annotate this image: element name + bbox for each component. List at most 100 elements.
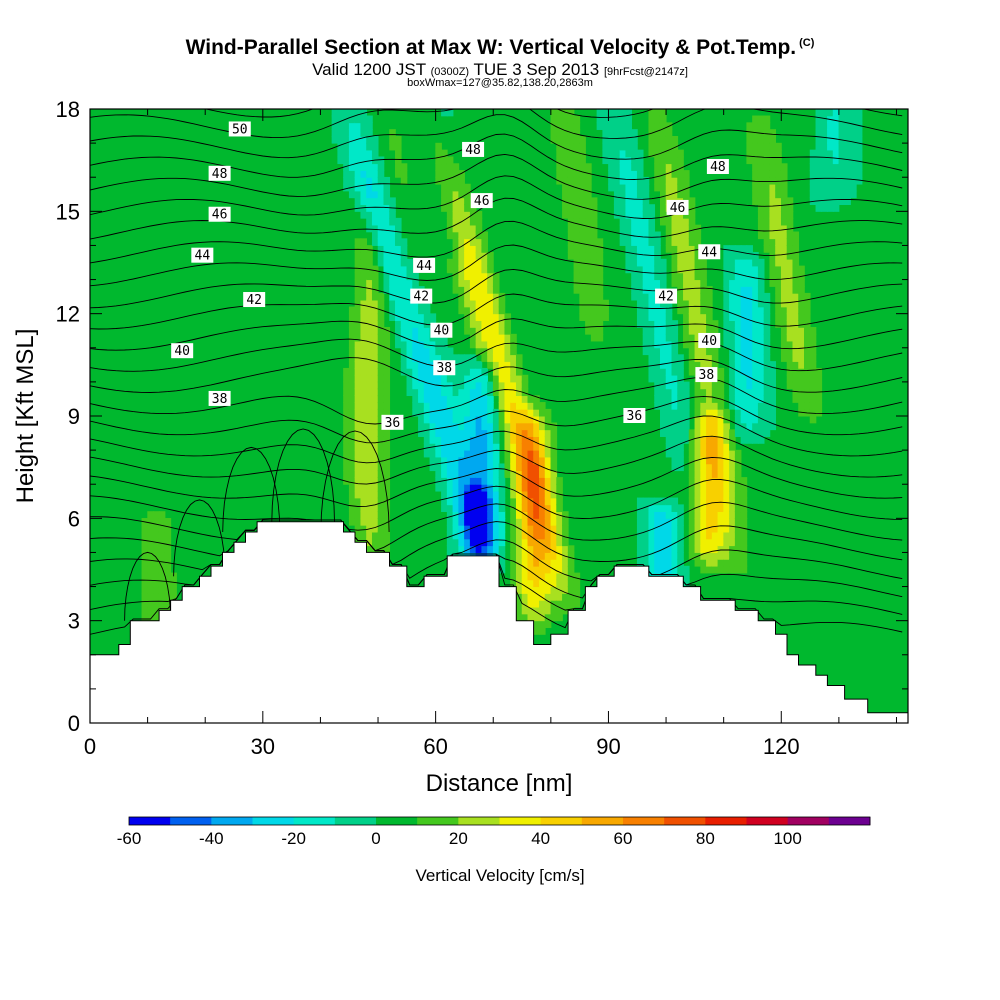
velocity-cell [596,251,604,260]
velocity-cell [729,565,736,574]
velocity-cell [147,511,154,519]
velocity-cell [435,176,442,185]
velocity-cell [706,402,713,410]
velocity-cell [521,613,529,622]
velocity-cell [533,545,540,553]
velocity-cell [348,320,356,328]
velocity-cell [533,395,540,403]
velocity-cell [723,518,730,526]
velocity-cell [366,395,373,403]
velocity-cell [539,545,546,553]
velocity-cell [729,367,736,376]
velocity-cell [734,245,742,253]
velocity-cell [377,408,385,417]
velocity-cell [648,217,656,226]
velocity-cell [729,463,736,472]
velocity-cell [659,217,667,226]
velocity-cell [815,402,823,410]
velocity-cell [804,340,811,349]
velocity-cell [585,299,592,308]
velocity-cell [746,142,753,151]
velocity-cell [734,511,742,519]
velocity-cell [423,361,431,369]
velocity-cell [729,504,736,513]
velocity-cell [487,545,494,553]
velocity-cell [348,470,356,478]
y-tick-label: 6 [68,506,80,531]
velocity-cell [418,306,425,315]
velocity-cell [527,552,535,560]
velocity-cell [694,545,702,553]
velocity-cell [464,456,471,465]
velocity-cell [400,347,408,356]
velocity-cell [533,531,540,540]
isentrope-line [90,395,903,444]
velocity-cell [348,497,356,506]
velocity-cell [700,306,707,315]
velocity-cell [498,408,506,417]
velocity-cell [469,292,477,301]
velocity-cell [723,279,730,287]
velocity-cell [487,524,494,533]
velocity-cell [579,258,586,267]
velocity-cell [469,217,477,226]
velocity-cell [366,176,373,185]
velocity-cell [740,477,748,485]
velocity-cell [625,204,632,212]
velocity-cell [608,163,615,171]
velocity-cell [475,347,483,356]
velocity-cell [683,340,690,349]
velocity-cell [688,477,696,485]
velocity-cell [435,422,442,431]
velocity-cell [354,483,362,492]
velocity-cell [596,279,604,287]
velocity-cell [832,204,840,212]
velocity-cell [683,388,690,397]
velocity-cell [383,367,391,376]
velocity-cell [475,463,483,472]
velocity-cell [441,347,448,356]
colorbar-swatch [376,817,418,825]
velocity-cell [481,265,488,274]
velocity-cell [383,395,391,403]
velocity-cell [740,436,748,444]
velocity-cell [147,586,154,594]
velocity-cell [809,149,817,158]
velocity-cell [464,545,471,553]
velocity-cell [464,354,471,362]
velocity-cell [544,524,552,533]
velocity-cell [498,415,506,424]
velocity-cell [469,531,477,540]
velocity-cell [527,531,535,540]
velocity-cell [464,258,471,267]
velocity-cell [567,109,575,117]
velocity-cell [343,109,350,117]
velocity-cell [492,483,500,492]
velocity-cell [723,333,730,342]
velocity-cell [608,149,615,158]
velocity-cell [694,238,702,246]
velocity-cell [383,190,391,199]
velocity-cell [838,142,846,151]
velocity-cell [371,545,379,553]
velocity-cell [665,552,673,560]
velocity-cell [740,518,748,526]
velocity-cell [562,572,569,581]
velocity-cell [815,395,823,403]
velocity-cell [798,292,805,301]
velocity-cell [539,552,546,560]
velocity-cell [596,265,604,274]
velocity-cell [515,586,523,594]
velocity-cell [613,156,621,165]
velocity-cell [418,429,425,437]
velocity-cell [533,558,540,567]
velocity-cell [671,415,679,424]
velocity-cell [544,456,552,465]
velocity-cell [423,402,431,410]
velocity-cell [821,129,828,137]
velocity-cell [706,286,713,294]
velocity-cell [452,477,460,485]
velocity-cell [533,449,540,458]
velocity-cell [539,524,546,533]
velocity-cell [567,197,575,206]
